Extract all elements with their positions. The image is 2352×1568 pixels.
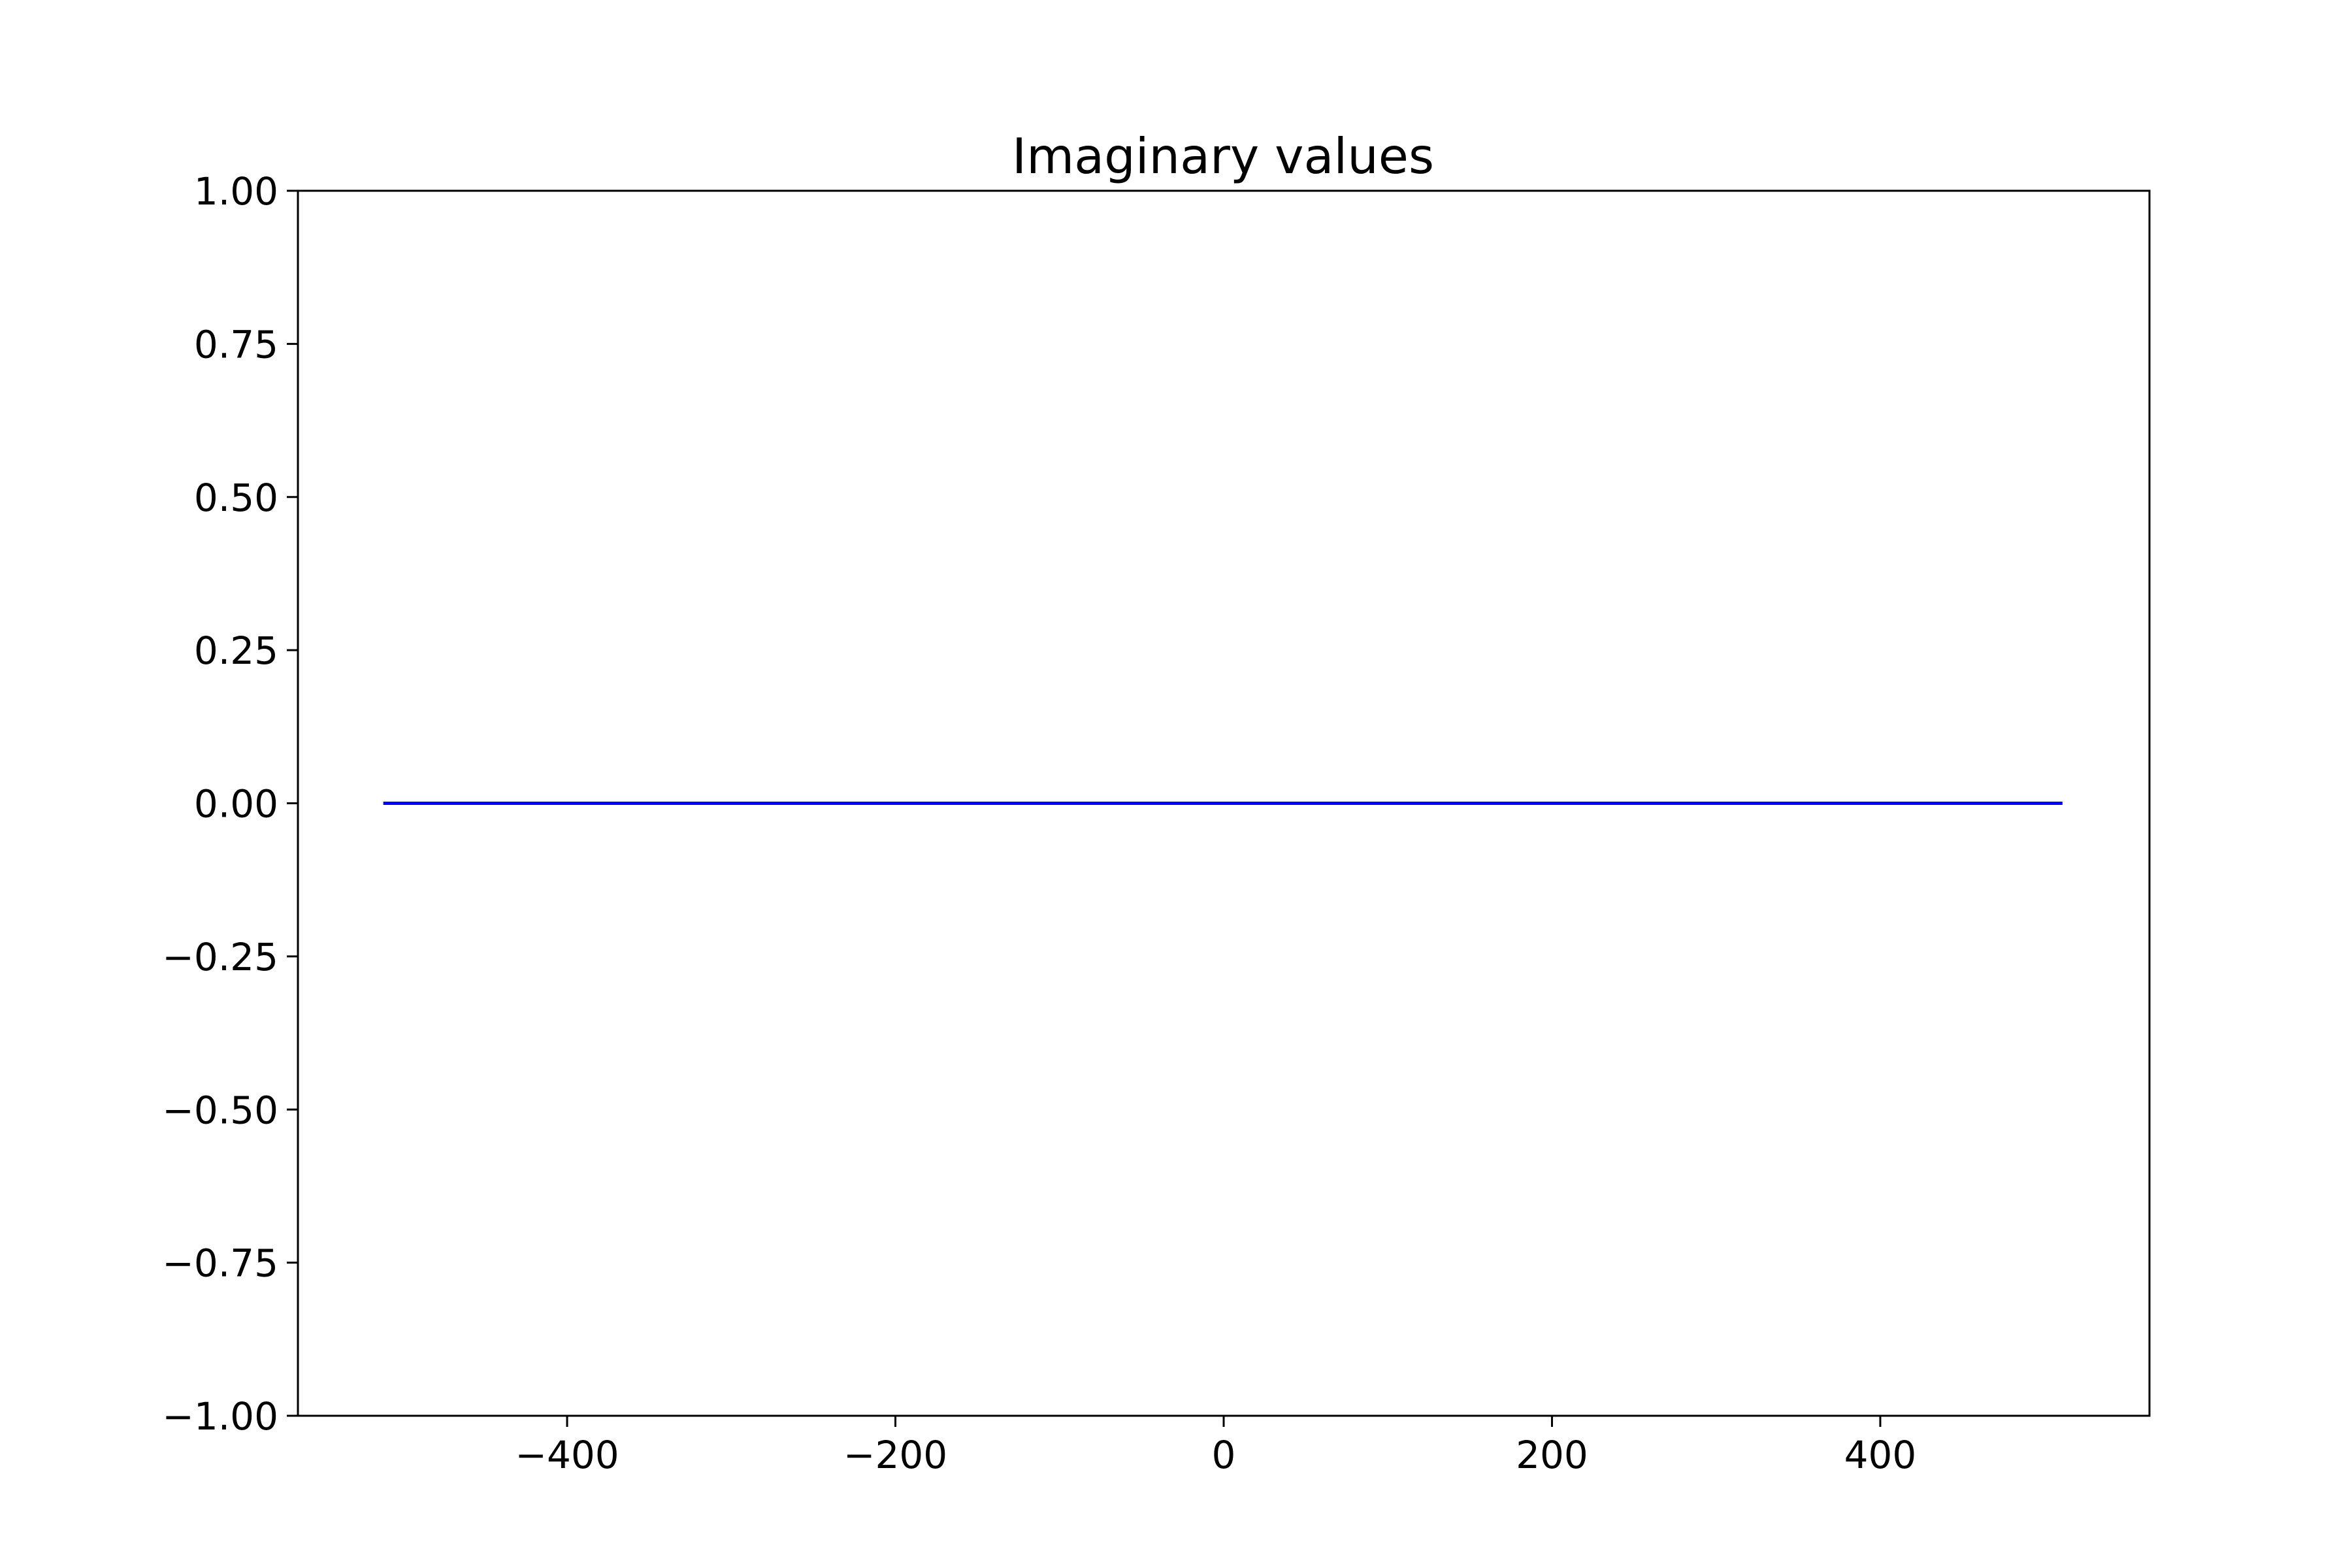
y-tick-label: −0.50 — [162, 1088, 278, 1132]
y-tick-label: −0.25 — [162, 935, 278, 979]
chart-title: Imaginary values — [1012, 127, 1434, 185]
x-tick-label: 400 — [1844, 1433, 1917, 1477]
y-tick-label: 0.00 — [194, 782, 278, 826]
y-axis-ticks: 1.00 0.75 0.50 0.25 0.00 −0.25 −0.50 −0.75 −1.00 — [162, 169, 298, 1439]
y-tick-label: −1.00 — [162, 1394, 278, 1439]
x-axis-ticks: −400 −200 0 200 400 — [515, 1416, 1916, 1477]
x-tick-label: 0 — [1212, 1433, 1236, 1477]
x-tick-label: −200 — [843, 1433, 947, 1477]
x-tick-label: −400 — [515, 1433, 619, 1477]
y-tick-label: 0.50 — [194, 476, 278, 520]
x-tick-label: 200 — [1516, 1433, 1588, 1477]
y-tick-label: 0.75 — [194, 322, 278, 367]
y-tick-label: 0.25 — [194, 629, 278, 673]
y-tick-label: −0.75 — [162, 1241, 278, 1286]
y-tick-label: 1.00 — [194, 169, 278, 214]
